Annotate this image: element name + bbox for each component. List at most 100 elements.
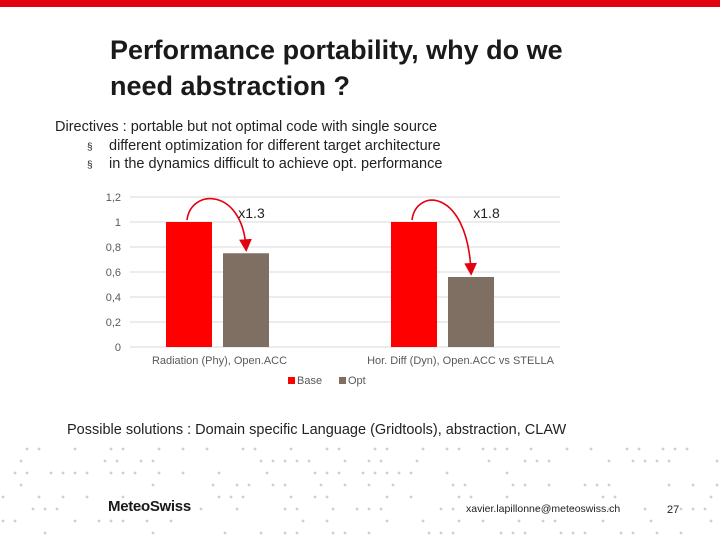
pattern-dot xyxy=(709,495,713,499)
pattern-dot xyxy=(343,531,347,535)
pattern-dot xyxy=(451,483,455,487)
pattern-dot xyxy=(325,495,329,499)
pattern-dot xyxy=(307,459,311,463)
pattern-dot xyxy=(511,531,515,535)
pattern-dot xyxy=(313,471,317,475)
pattern-dot xyxy=(337,471,341,475)
speedup-arrow xyxy=(186,197,252,253)
pattern-dot xyxy=(1,519,5,523)
pattern-dot xyxy=(205,447,209,451)
y-tick-label: 0,4 xyxy=(106,292,121,304)
pattern-dot xyxy=(385,471,389,475)
pattern-dot xyxy=(355,507,359,511)
pattern-dot xyxy=(13,519,17,523)
pattern-dot xyxy=(379,507,383,511)
pattern-dot xyxy=(529,447,533,451)
pattern-dot xyxy=(367,531,371,535)
pattern-dot xyxy=(667,459,671,463)
decorative-dot-pattern xyxy=(1,447,719,535)
pattern-dot xyxy=(421,447,425,451)
pattern-dot xyxy=(121,471,125,475)
pattern-dot xyxy=(655,459,659,463)
pattern-dot xyxy=(445,447,449,451)
pattern-dot xyxy=(499,531,503,535)
pattern-dot xyxy=(547,459,551,463)
pattern-dot xyxy=(283,459,287,463)
speedup-arrow xyxy=(411,199,478,276)
pattern-dot xyxy=(367,459,371,463)
pattern-dot xyxy=(235,483,239,487)
pattern-dot xyxy=(373,471,377,475)
pattern-dot xyxy=(211,483,215,487)
pattern-dot xyxy=(607,459,611,463)
pattern-dot xyxy=(253,447,257,451)
pattern-dot xyxy=(247,483,251,487)
pattern-dot xyxy=(241,495,245,499)
pattern-dot xyxy=(535,459,539,463)
pattern-dot xyxy=(139,507,143,511)
pattern-dot xyxy=(31,507,35,511)
pattern-dot xyxy=(109,519,113,523)
pattern-dot xyxy=(319,483,323,487)
pattern-dot xyxy=(505,447,509,451)
pattern-dot xyxy=(37,495,41,499)
pattern-dot xyxy=(535,507,539,511)
pattern-dot xyxy=(73,471,77,475)
pattern-dot xyxy=(673,447,677,451)
pattern-dot xyxy=(457,519,461,523)
pattern-dot xyxy=(61,495,65,499)
pattern-dot xyxy=(151,531,155,535)
pattern-dot xyxy=(217,495,221,499)
pattern-dot xyxy=(661,447,665,451)
pattern-dot xyxy=(121,495,125,499)
pattern-dot xyxy=(415,459,419,463)
pattern-dot xyxy=(295,459,299,463)
x-tick-label: Hor. Diff (Dyn), Open.ACC vs STELLA xyxy=(367,355,555,367)
pattern-dot xyxy=(271,459,275,463)
bar-opt xyxy=(223,253,269,347)
pattern-dot xyxy=(289,495,293,499)
pattern-dot xyxy=(703,507,707,511)
bar-base xyxy=(166,222,212,347)
pattern-dot xyxy=(553,519,557,523)
pattern-dot xyxy=(43,507,47,511)
speedup-annotation: x1.3 xyxy=(238,205,265,221)
page-number: 27 xyxy=(667,504,680,516)
pattern-dot xyxy=(481,447,485,451)
pattern-dot xyxy=(283,507,287,511)
bullet-item: § different optimization for different ta… xyxy=(55,137,695,156)
pattern-dot xyxy=(49,471,53,475)
bullet-icon: § xyxy=(87,160,93,171)
pattern-dot xyxy=(643,459,647,463)
pattern-dot xyxy=(181,447,185,451)
pattern-dot xyxy=(313,495,317,499)
pattern-dot xyxy=(601,519,605,523)
pattern-dot xyxy=(157,471,161,475)
pattern-dot xyxy=(289,447,293,451)
pattern-dot xyxy=(25,447,29,451)
y-tick-label: 1,2 xyxy=(106,192,121,204)
pattern-dot xyxy=(295,507,299,511)
pattern-dot xyxy=(451,507,455,511)
pattern-dot xyxy=(367,483,371,487)
pattern-dot xyxy=(235,507,239,511)
pattern-dot xyxy=(61,471,65,475)
pattern-dot xyxy=(571,531,575,535)
pattern-dot xyxy=(283,531,287,535)
pattern-dot xyxy=(181,471,185,475)
meteoswiss-logo: MeteoSwiss xyxy=(108,498,191,515)
pattern-dot xyxy=(337,447,341,451)
pattern-dot xyxy=(607,483,611,487)
intro-text: Directives : portable but not optimal co… xyxy=(55,118,695,174)
pattern-dot xyxy=(151,459,155,463)
pattern-dot xyxy=(397,471,401,475)
legend-swatch-opt xyxy=(339,377,346,384)
pattern-dot xyxy=(427,531,431,535)
pattern-dot xyxy=(481,519,485,523)
pattern-dot xyxy=(199,507,203,511)
pattern-dot xyxy=(547,507,551,511)
pattern-dot xyxy=(469,495,473,499)
pattern-dot xyxy=(457,495,461,499)
y-tick-label: 0,6 xyxy=(106,267,121,279)
pattern-dot xyxy=(187,507,191,511)
